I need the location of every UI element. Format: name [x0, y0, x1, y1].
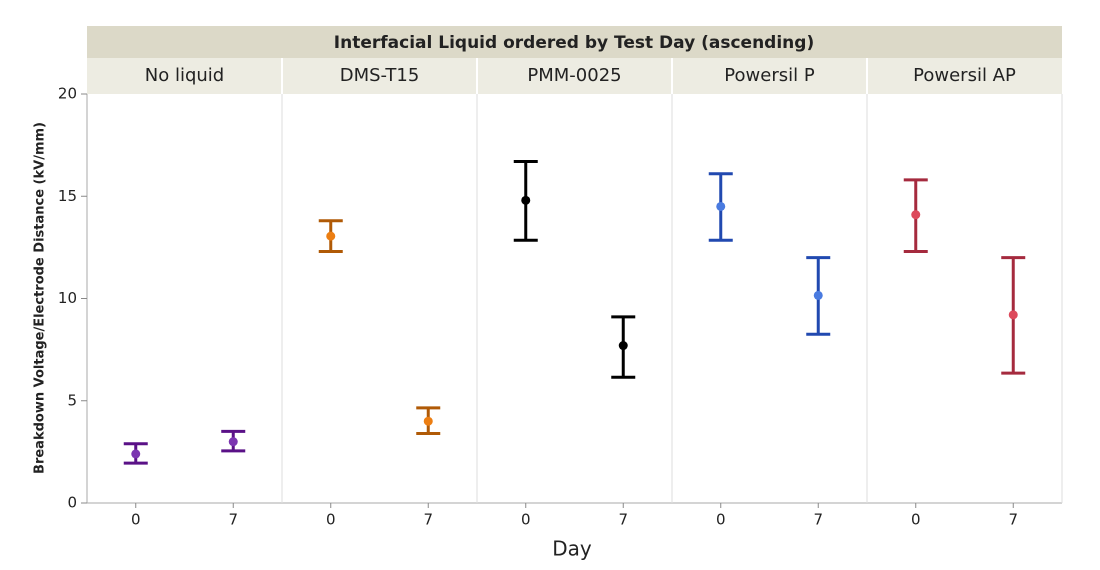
- point: [326, 231, 336, 241]
- point: [1008, 310, 1018, 320]
- facet-label: No liquid: [145, 65, 224, 86]
- point: [813, 290, 823, 300]
- y-tick-label: 15: [58, 187, 77, 205]
- chart-title: Interfacial Liquid ordered by Test Day (…: [334, 33, 814, 53]
- facet-label: DMS-T15: [340, 65, 420, 86]
- x-tick-label: 0: [326, 511, 336, 529]
- x-tick-label: 0: [131, 511, 141, 529]
- facet-band: [87, 58, 1062, 94]
- y-tick-label: 10: [58, 289, 77, 307]
- point: [716, 201, 726, 211]
- point: [228, 437, 238, 447]
- facet-label: Powersil P: [724, 65, 815, 86]
- y-tick-label: 5: [67, 391, 77, 409]
- point: [423, 416, 433, 426]
- point: [618, 341, 628, 351]
- x-tick-label: 0: [911, 511, 921, 529]
- x-tick-label: 7: [228, 511, 238, 529]
- x-axis-label: Day: [552, 537, 592, 561]
- x-tick-label: 7: [618, 511, 628, 529]
- point: [131, 449, 141, 459]
- x-tick-label: 7: [423, 511, 433, 529]
- y-axis-label: Breakdown Voltage/Electrode Distance (kV…: [33, 122, 48, 474]
- x-tick-label: 0: [521, 511, 531, 529]
- x-tick-label: 0: [716, 511, 726, 529]
- y-tick-label: 0: [67, 494, 77, 512]
- x-tick-label: 7: [1008, 511, 1018, 529]
- title-band: [87, 26, 1062, 58]
- facet-label: PMM-0025: [527, 65, 621, 86]
- x-tick-label: 7: [813, 511, 823, 529]
- point: [911, 210, 921, 220]
- point: [521, 195, 531, 205]
- y-tick-label: 20: [58, 85, 77, 103]
- facet-label: Powersil AP: [913, 65, 1016, 86]
